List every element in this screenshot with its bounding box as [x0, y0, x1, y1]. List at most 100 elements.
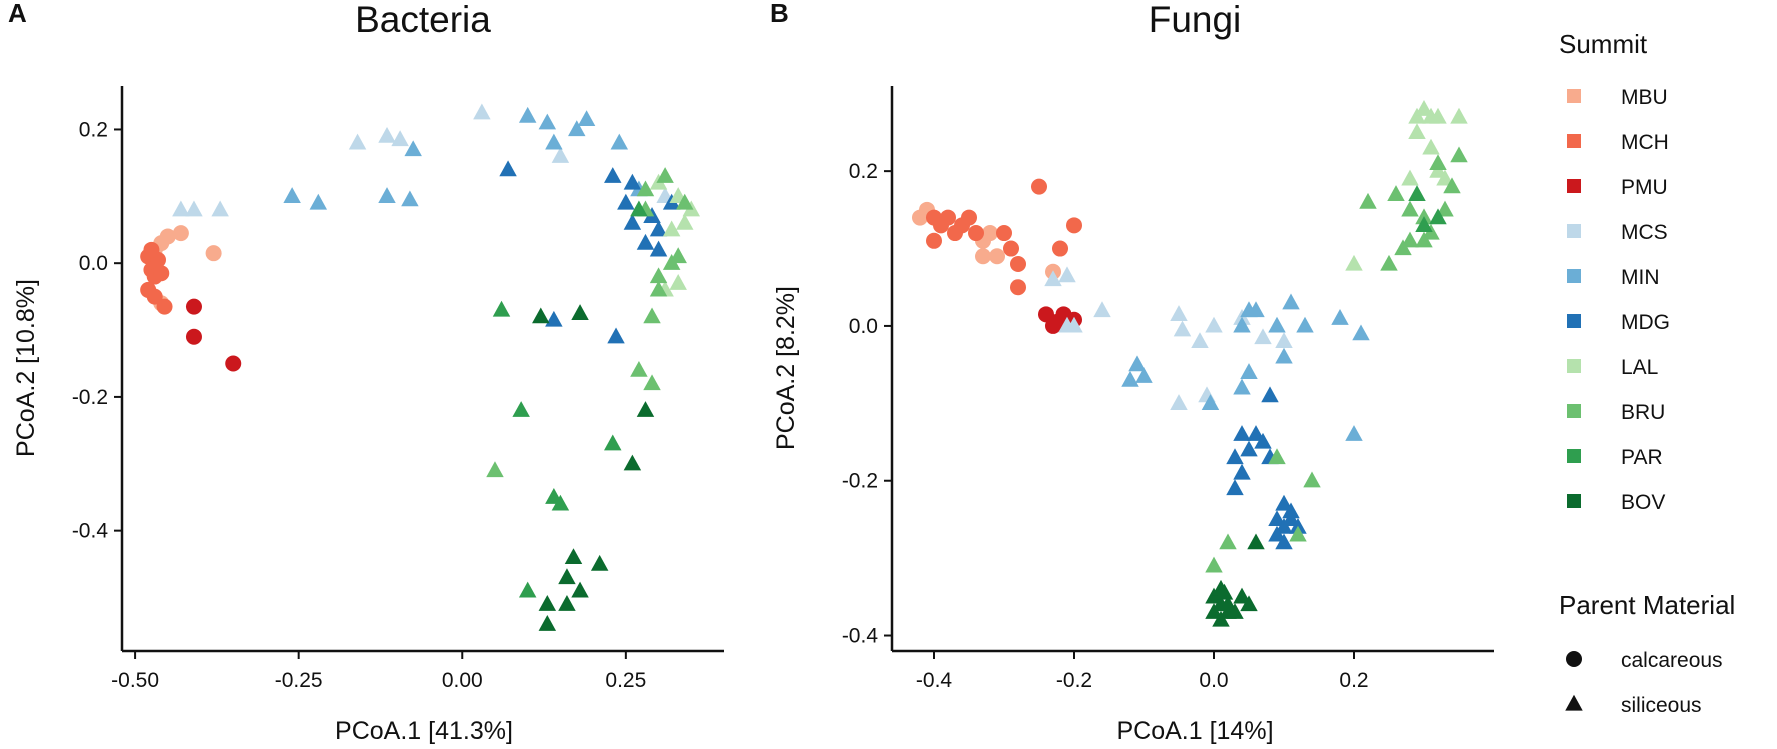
point-bru [1359, 192, 1377, 209]
point-lal [1450, 107, 1468, 124]
scatter-points [140, 103, 701, 631]
point-min [1331, 308, 1349, 325]
point-bru [1205, 556, 1223, 573]
point-mch [1010, 279, 1026, 296]
point-bru [1429, 154, 1447, 171]
point-bov [1215, 583, 1234, 600]
point-bru [1289, 525, 1307, 542]
point-bru [1387, 185, 1405, 201]
point-bov [571, 581, 589, 598]
y-tick-label: -0.4 [842, 625, 879, 648]
point-lal [662, 220, 681, 237]
bacteria-panel: A Bacteria -0.50 -0.25 0.00 0.250.20.0-0.2-… [8, 0, 724, 745]
point-mcs [1275, 332, 1293, 349]
fungi-panel: B Fungi -0.4 -0.2 0.0 0.2 0.2 0.0 -0.2 -0.4 PCo… [770, 0, 1494, 745]
bacteria-y-axis-title: PCoA.2 [10.8%] [12, 279, 40, 457]
point-mcs [1170, 394, 1188, 410]
point-mch [156, 298, 173, 315]
point-bov [571, 304, 589, 320]
point-bov [636, 401, 655, 417]
point-bru [630, 360, 648, 377]
point-mcs [1044, 270, 1062, 287]
point-mdg [1254, 432, 1272, 449]
point-mdg [499, 160, 517, 177]
point-mdg [1226, 479, 1244, 496]
legend-swatch-min [1567, 269, 1581, 283]
point-bru [1401, 200, 1419, 217]
legend-swatch-pmu [1567, 179, 1581, 193]
legend-label-mch: MCH [1621, 131, 1669, 154]
point-mcs [1173, 320, 1192, 337]
point-bru [1436, 200, 1454, 217]
point-bru [1380, 254, 1398, 271]
y-tick-label: -0.4 [72, 520, 109, 543]
legend-swatch-mdg [1567, 314, 1581, 328]
fungi-title: Fungi [1149, 0, 1242, 40]
legend-label-lal: LAL [1621, 356, 1658, 379]
point-mcs [348, 133, 367, 150]
point-bov [1212, 610, 1230, 627]
y-tick-label: -0.2 [842, 470, 878, 493]
legend-swatch-mcs [1567, 224, 1581, 238]
panel-label-b: B [770, 0, 789, 28]
point-bru [1268, 448, 1286, 465]
panel-label-a: A [8, 0, 27, 28]
legend: Summit MBU MCH PMU MCS MIN MDG LAL BRU PAR BOV Pa… [1559, 29, 1735, 717]
point-par [604, 434, 622, 451]
point-mcs [185, 200, 203, 217]
point-min [610, 133, 629, 150]
point-par [518, 581, 537, 598]
point-min [1275, 347, 1293, 364]
point-mdg [607, 327, 625, 344]
point-par [1415, 216, 1433, 232]
y-tick-label: 0.0 [79, 252, 108, 275]
point-par [551, 494, 570, 511]
fungi-plot-area: -0.4 -0.2 0.0 0.2 0.2 0.0 -0.2 -0.4 [842, 86, 1494, 692]
point-min [1201, 394, 1220, 410]
point-lal [1415, 100, 1433, 116]
point-mch [1052, 240, 1068, 257]
point-mcs [473, 103, 491, 120]
point-min [1282, 293, 1300, 310]
point-min [1247, 301, 1265, 318]
point-mdg [636, 233, 655, 250]
y-tick-label: -0.2 [72, 386, 108, 409]
point-mcs [1191, 332, 1209, 349]
point-mdg [1226, 448, 1244, 465]
point-min [309, 193, 328, 210]
point-bru [1401, 231, 1419, 248]
point-mcs [391, 130, 409, 147]
point-min [538, 113, 557, 130]
summit-legend-items: MBU MCH PMU MCS MIN MDG LAL BRU PAR BOV [1567, 86, 1670, 514]
point-bru [1303, 471, 1321, 488]
point-bov [558, 594, 576, 611]
legend-marker-siliceous [1565, 694, 1583, 711]
point-bov [564, 548, 583, 565]
point-bov [1247, 533, 1265, 550]
point-mdg [1240, 440, 1258, 457]
point-mcs [1170, 305, 1188, 321]
point-bru [649, 267, 668, 284]
point-mbu [989, 248, 1005, 265]
y-tick-label: 0.2 [79, 118, 108, 141]
legend-swatch-bov [1567, 494, 1581, 508]
x-tick-label: -0.2 [1056, 669, 1092, 692]
legend-label-min: MIN [1621, 266, 1660, 289]
point-bru [675, 193, 694, 210]
x-tick-label: -0.25 [275, 669, 323, 692]
point-mcs [378, 126, 396, 143]
point-mch [1010, 256, 1026, 273]
legend-swatch-mch [1567, 134, 1581, 148]
point-bru [1443, 177, 1461, 194]
point-mdg [1282, 510, 1300, 527]
point-mcs [1205, 316, 1223, 333]
point-bru [643, 374, 661, 391]
point-mch [143, 241, 160, 258]
point-mdg [1275, 533, 1293, 550]
point-mch [961, 209, 977, 226]
point-mcs [1058, 316, 1076, 333]
point-bru [669, 247, 687, 264]
x-tick-label: -0.50 [111, 669, 159, 692]
point-pmu [185, 328, 202, 345]
point-bov [590, 554, 609, 571]
